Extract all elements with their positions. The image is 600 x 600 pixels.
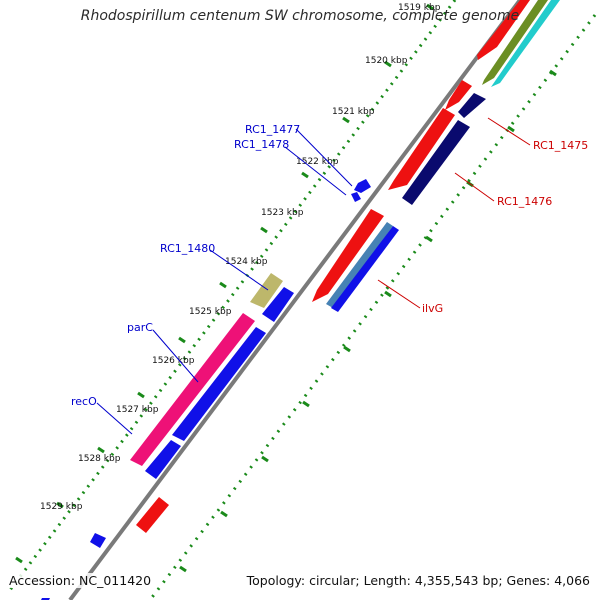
gene-label-rc1-1480[interactable]: RC1_1480 [160, 242, 215, 255]
gene-label-rc1-1477[interactable]: RC1_1477 [245, 123, 300, 136]
gene-feature[interactable] [262, 287, 294, 322]
gene-label-parc[interactable]: parC [127, 321, 153, 334]
tick-label: 1521 kbp [332, 107, 375, 117]
tick-label: 1523 kbp [261, 208, 304, 218]
gene-label-ilvg[interactable]: ilvG [422, 302, 443, 315]
outer-dotted-ring [8, 0, 457, 591]
gene-feature[interactable] [90, 533, 106, 548]
tick-marks [15, 3, 434, 564]
tick-label: 1529 kbp [40, 502, 83, 512]
gene-label-rc1-1475[interactable]: RC1_1475 [533, 139, 588, 152]
gene-feature[interactable] [482, 0, 548, 85]
gene-feature[interactable] [130, 313, 255, 466]
gene-feature[interactable] [477, 0, 530, 60]
tick-label: 1519 kbp [398, 3, 441, 13]
tick-label: 1522 kbp [296, 157, 339, 167]
gene-feature[interactable] [351, 192, 361, 202]
tick-label: 1524 kbp [225, 257, 268, 267]
genome-summary: Topology: circular; Length: 4,355,543 bp… [246, 573, 590, 588]
gene-feature[interactable] [458, 93, 486, 118]
gene-feature[interactable] [388, 108, 455, 190]
gene-feature[interactable] [326, 222, 393, 308]
gene-label-rc1-1476[interactable]: RC1_1476 [497, 195, 552, 208]
tick-label: 1527 kbp [116, 405, 159, 415]
callout-line [295, 128, 353, 187]
inner-tick-marks [179, 69, 557, 573]
callout-line [152, 329, 199, 383]
map-title: Rhodospirillum centenum SW chromosome, c… [80, 8, 520, 24]
gene-feature[interactable] [445, 80, 472, 110]
gene-label-reco[interactable]: recO [71, 395, 97, 408]
tick-label: 1526 kbp [152, 356, 195, 366]
callout-line [209, 249, 269, 291]
gene-feature[interactable] [172, 327, 266, 441]
gene-feature[interactable] [250, 273, 283, 308]
callout-line [96, 402, 133, 435]
tick-label: 1525 kbp [189, 307, 232, 317]
callout-line [454, 172, 495, 202]
callout-line [377, 279, 421, 309]
gene-feature[interactable] [145, 440, 181, 479]
chromosome-backbone [68, 0, 522, 600]
gene-feature[interactable] [402, 120, 470, 205]
inner-dotted-ring [148, 14, 597, 600]
tick-label: 1528 kbp [78, 454, 121, 464]
accession-text: Accession: NC_011420 [9, 573, 152, 588]
tick-label: 1520 kbp [365, 56, 408, 66]
gene-feature[interactable] [491, 0, 560, 87]
gene-feature[interactable] [136, 497, 169, 533]
gene-feature[interactable] [354, 179, 371, 193]
callout-line [487, 117, 531, 146]
gene-label-rc1-1478[interactable]: RC1_1478 [234, 138, 289, 151]
callout-line [284, 146, 347, 196]
gene-feature[interactable] [312, 209, 384, 302]
gene-feature[interactable] [331, 226, 399, 312]
